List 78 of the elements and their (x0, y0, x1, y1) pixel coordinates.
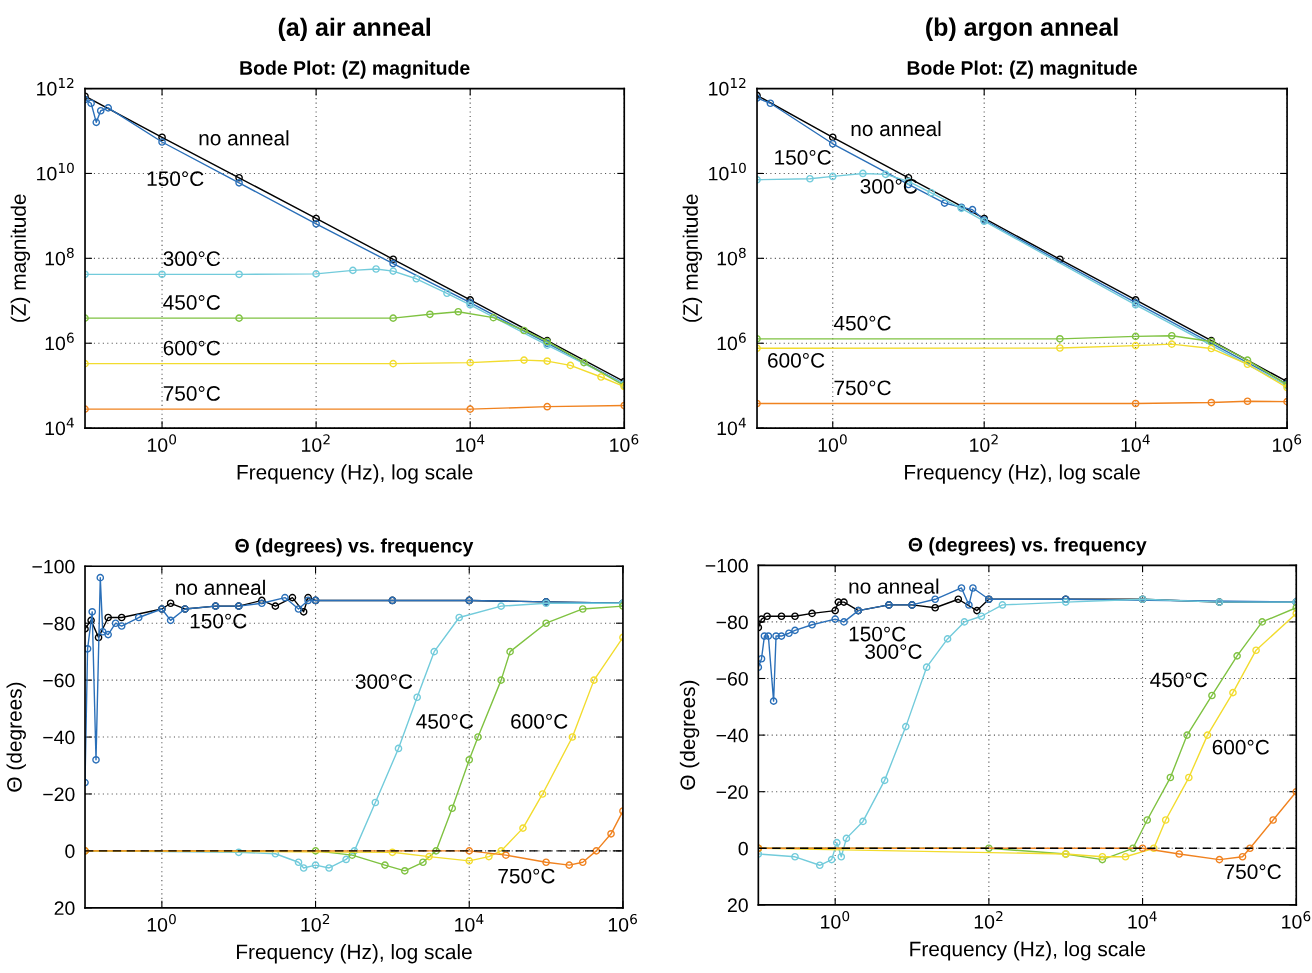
y-tick-label: 10$^{10}$ (37, 162, 74, 181)
y-tick-label: 10$^{12}$ (37, 77, 74, 96)
x-tick-label: 10$^{0}$ (147, 434, 177, 452)
y-tick-label: 0 (65, 844, 75, 859)
annotation: no anneal (176, 579, 265, 595)
chart-subtitle: Bode Plot: (Z) magnitude (240, 60, 470, 79)
x-tick-label: 10$^{4}$ (1121, 434, 1150, 452)
x-tick-label: 10$^{0}$ (818, 434, 847, 452)
y-tick-label: −20 (43, 787, 75, 802)
y-axis-title: Θ (degrees) (6, 682, 26, 792)
y-tick-label: −40 (43, 730, 75, 745)
chart-title: Θ (degrees) vs. frequency (908, 537, 1147, 556)
y-tick-label: −100 (705, 558, 748, 573)
y-tick-label: 10$^{8}$ (45, 247, 74, 266)
x-tick-label: 10$^{2}$ (970, 434, 998, 452)
y-tick-label: −100 (32, 559, 75, 574)
annotation: 300°C (865, 644, 922, 659)
y-tick-label: −60 (43, 673, 75, 688)
annotation: no anneal (851, 120, 941, 137)
y-tick-label: 20 (727, 898, 748, 913)
annotation: 150°C (190, 613, 247, 629)
annotation: 750°C (834, 380, 891, 396)
x-tick-label: 10$^{6}$ (1282, 911, 1311, 929)
x-tick-label: 10$^{2}$ (974, 911, 1003, 929)
annotation: 300°C (860, 178, 918, 194)
x-tick-label: 10$^{6}$ (610, 434, 639, 452)
x-axis-title: Frequency (Hz), log scale (905, 464, 1140, 484)
annotation: 600°C (163, 340, 221, 356)
annotation: 300°C (355, 674, 413, 689)
annotation: 300°C (163, 251, 221, 267)
x-tick-label: 10$^{0}$ (821, 911, 850, 929)
y-tick-label: 10$^{4}$ (717, 417, 746, 436)
y-tick-label: 0 (738, 841, 748, 856)
annotation: 600°C (511, 714, 568, 729)
y-tick-label: 10$^{4}$ (45, 417, 74, 436)
y-tick-label: −80 (716, 615, 748, 630)
y-tick-label: 10$^{8}$ (717, 247, 746, 266)
annotation: 450°C (163, 295, 221, 310)
annotation: 150°C (775, 150, 831, 165)
x-tick-label: 10$^{4}$ (1128, 911, 1157, 929)
x-tick-label: 10$^{2}$ (302, 434, 330, 452)
annotation: 750°C (1224, 864, 1281, 880)
y-tick-label: 10$^{6}$ (717, 332, 746, 351)
annotation: 600°C (768, 353, 825, 368)
annotation: no anneal (849, 578, 939, 594)
x-axis-title: Frequency (Hz), log scale (237, 464, 473, 484)
x-tick-label: 10$^{6}$ (608, 913, 637, 932)
y-tick-label: 20 (54, 901, 75, 916)
x-tick-label: 10$^{4}$ (455, 914, 484, 932)
y-tick-label: 10$^{10}$ (709, 162, 746, 181)
chart-subtitle: Bode Plot: (Z) magnitude (907, 60, 1137, 79)
y-tick-label: 10$^{12}$ (709, 77, 746, 96)
x-axis-title: Frequency (Hz), log scale (237, 943, 472, 964)
x-tick-label: 10$^{2}$ (301, 913, 330, 932)
annotation: 150°C (147, 171, 204, 187)
x-tick-label: 10$^{6}$ (1273, 434, 1302, 452)
chart-title: (a) air anneal (278, 17, 430, 41)
chart-title: Θ (degrees) vs. frequency (235, 538, 474, 557)
annotation: 150°C (849, 626, 906, 642)
chart-title: (b) argon anneal (926, 17, 1118, 41)
annotation: 450°C (416, 714, 474, 729)
y-tick-label: −20 (716, 785, 748, 799)
y-axis-title: (Z) magnitude (10, 194, 31, 322)
annotation: 450°C (1150, 672, 1208, 688)
annotation: 600°C (1212, 739, 1270, 755)
y-tick-label: −40 (716, 728, 748, 743)
annotation: 750°C (498, 868, 555, 884)
x-tick-label: 10$^{4}$ (456, 434, 485, 452)
y-axis-title: (Z) magnitude (682, 194, 703, 322)
annotation: 450°C (833, 315, 891, 331)
y-axis-title: Θ (degrees) (679, 680, 700, 790)
y-tick-label: 10$^{6}$ (45, 332, 74, 351)
annotation: 750°C (163, 386, 221, 401)
x-axis-title: Frequency (Hz), log scale (910, 941, 1146, 961)
y-tick-label: −80 (43, 616, 75, 631)
x-tick-label: 10$^{0}$ (147, 913, 176, 932)
annotation: no anneal (199, 130, 289, 146)
y-tick-label: −60 (716, 671, 748, 686)
